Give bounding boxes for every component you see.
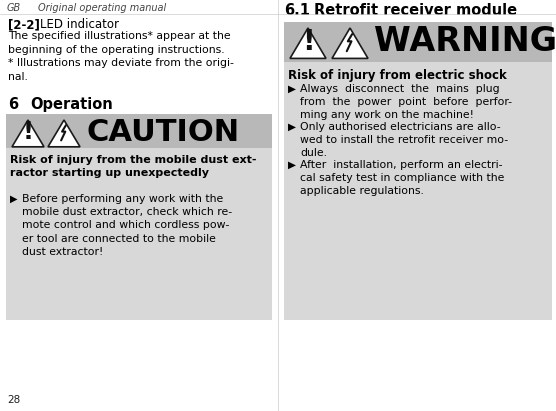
Text: ▶: ▶ bbox=[10, 194, 17, 204]
Text: 6: 6 bbox=[8, 97, 18, 112]
Text: The specified illustrations* appear at the
beginning of the operating instructio: The specified illustrations* appear at t… bbox=[8, 31, 234, 82]
Text: Before performing any work with the
mobile dust extractor, check which re-
mote : Before performing any work with the mobi… bbox=[22, 194, 232, 257]
Text: Original operating manual: Original operating manual bbox=[38, 3, 166, 13]
Text: Risk of injury from electric shock: Risk of injury from electric shock bbox=[288, 69, 507, 82]
Polygon shape bbox=[290, 28, 326, 58]
Text: WARNING: WARNING bbox=[374, 25, 556, 58]
Polygon shape bbox=[332, 28, 368, 58]
Text: !: ! bbox=[302, 28, 314, 55]
Text: Retrofit receiver module: Retrofit receiver module bbox=[314, 3, 517, 18]
Text: After  installation, perform an electri-
cal safety test in compliance with the
: After installation, perform an electri- … bbox=[300, 160, 504, 196]
Text: Risk of injury from the mobile dust ext-
ractor starting up unexpectedly: Risk of injury from the mobile dust ext-… bbox=[10, 155, 256, 178]
Text: Always  disconnect  the  mains  plug
from  the  power  point  before  perfor-
mi: Always disconnect the mains plug from th… bbox=[300, 84, 512, 120]
Text: [2-2]: [2-2] bbox=[8, 18, 40, 31]
Text: ▶: ▶ bbox=[288, 122, 296, 132]
Text: GB: GB bbox=[7, 3, 21, 13]
Bar bbox=[284, 62, 552, 320]
Text: CAUTION: CAUTION bbox=[86, 118, 239, 147]
Text: !: ! bbox=[22, 120, 33, 144]
Polygon shape bbox=[12, 120, 44, 147]
Polygon shape bbox=[48, 120, 80, 147]
Text: Only authorised electricians are allo-
wed to install the retrofit receiver mo-
: Only authorised electricians are allo- w… bbox=[300, 122, 508, 158]
Text: ▶: ▶ bbox=[288, 84, 296, 94]
Bar bbox=[284, 22, 552, 62]
Text: ▶: ▶ bbox=[288, 160, 296, 170]
Text: 6.1: 6.1 bbox=[284, 3, 310, 18]
Text: 28: 28 bbox=[7, 395, 20, 405]
Bar bbox=[6, 114, 272, 148]
Bar bbox=[6, 148, 272, 320]
Text: Operation: Operation bbox=[30, 97, 113, 112]
Text: LED indicator: LED indicator bbox=[40, 18, 119, 31]
